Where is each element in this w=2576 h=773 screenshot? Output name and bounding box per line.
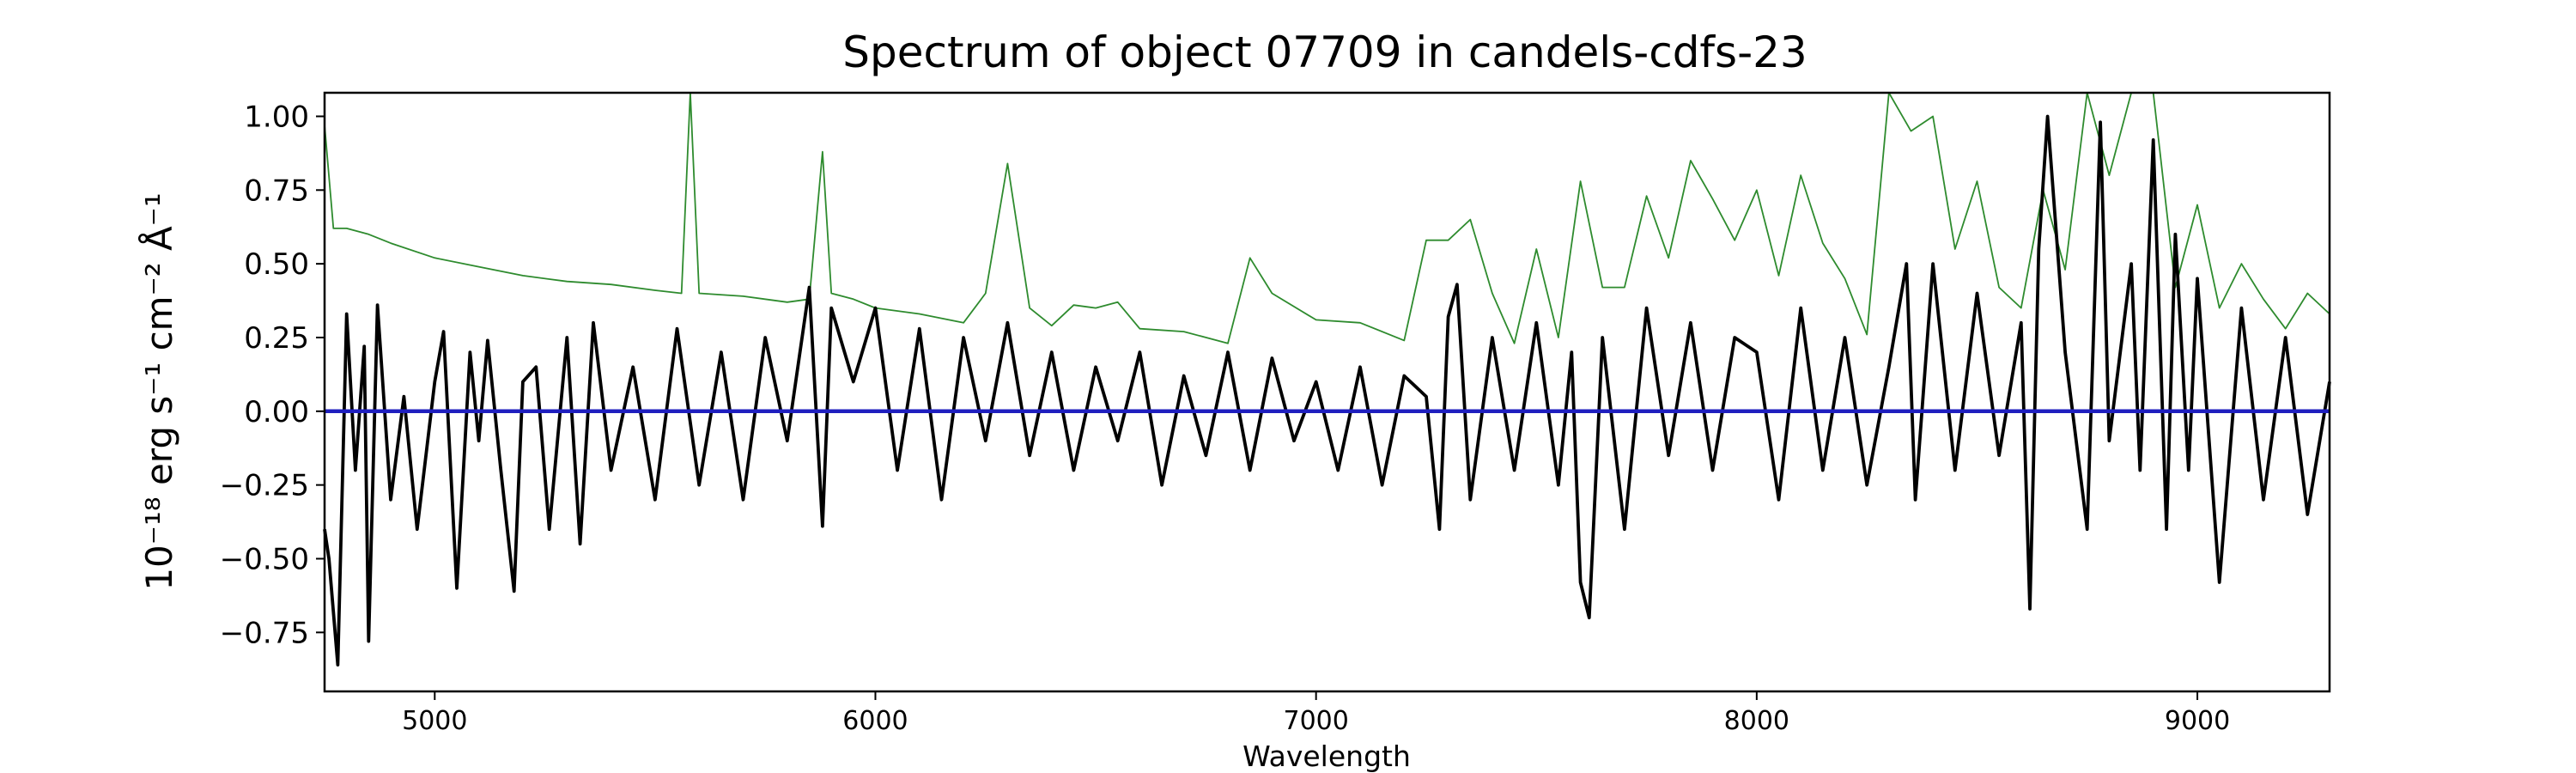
y-tick-label: 0.25 bbox=[244, 321, 309, 356]
y-tick-label: 0.00 bbox=[244, 395, 309, 429]
series-line-1 bbox=[324, 92, 2330, 344]
chart-title: Spectrum of object 07709 in candels-cdfs… bbox=[842, 27, 1807, 77]
y-tick-label: −0.50 bbox=[220, 542, 309, 576]
y-tick-label: 1.00 bbox=[244, 100, 309, 134]
x-ticks: 5000 6000 7000 8000 9000 bbox=[402, 691, 2230, 736]
y-axis-label: 10⁻¹⁸ erg s⁻¹ cm⁻² Å⁻¹ bbox=[137, 192, 180, 590]
y-ticks: −0.75 −0.50 −0.25 0.00 0.25 0.50 0.75 1.00 bbox=[220, 100, 325, 650]
x-tick-label: 5000 bbox=[402, 706, 467, 736]
series-layer bbox=[323, 92, 2331, 666]
x-tick-label: 8000 bbox=[1724, 706, 1789, 736]
y-tick-label: −0.75 bbox=[220, 616, 309, 650]
y-tick-label: 0.50 bbox=[244, 247, 309, 282]
y-tick-label: 0.75 bbox=[244, 173, 309, 208]
x-tick-label: 6000 bbox=[842, 706, 908, 736]
x-tick-label: 7000 bbox=[1283, 706, 1348, 736]
plot-frame bbox=[323, 91, 2331, 693]
x-axis-label: Wavelength bbox=[1242, 740, 1411, 773]
y-tick-label: −0.25 bbox=[220, 469, 309, 503]
x-tick-label: 9000 bbox=[2165, 706, 2230, 736]
